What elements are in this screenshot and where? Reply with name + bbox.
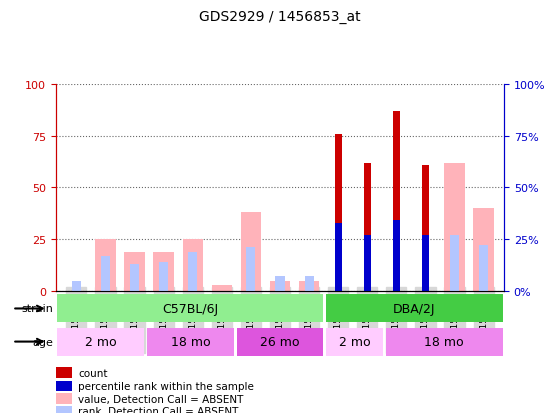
Bar: [246, 248, 255, 291]
Bar: [56, 381, 72, 392]
Bar: [56, 393, 72, 404]
Bar: [130, 264, 139, 291]
Bar: [212, 285, 232, 291]
Bar: [479, 246, 488, 291]
Text: GDS2929 / 1456853_at: GDS2929 / 1456853_at: [199, 10, 361, 24]
Text: 2 mo: 2 mo: [339, 335, 371, 348]
Bar: [183, 240, 203, 291]
Bar: [326, 295, 502, 323]
Text: 18 mo: 18 mo: [171, 335, 210, 348]
Bar: [58, 295, 323, 323]
Bar: [101, 256, 110, 291]
Bar: [326, 328, 383, 356]
Bar: [124, 252, 144, 291]
Bar: [270, 281, 290, 291]
Bar: [237, 328, 323, 356]
Text: value, Detection Call = ABSENT: value, Detection Call = ABSENT: [78, 394, 244, 404]
Bar: [276, 277, 284, 291]
Bar: [188, 252, 197, 291]
Bar: [299, 281, 319, 291]
Bar: [72, 281, 81, 291]
Bar: [422, 235, 429, 291]
Bar: [56, 406, 72, 413]
Bar: [473, 209, 494, 291]
Text: strain: strain: [21, 304, 53, 314]
Text: 18 mo: 18 mo: [424, 335, 464, 348]
Bar: [335, 223, 342, 291]
Bar: [422, 165, 429, 291]
Bar: [147, 328, 234, 356]
Bar: [450, 235, 459, 291]
Bar: [393, 221, 400, 291]
Bar: [386, 328, 502, 356]
Bar: [95, 240, 115, 291]
Text: 2 mo: 2 mo: [85, 335, 116, 348]
Bar: [445, 163, 465, 291]
Bar: [363, 235, 371, 291]
Text: count: count: [78, 368, 108, 378]
Bar: [305, 277, 314, 291]
Text: DBA/2J: DBA/2J: [393, 302, 436, 315]
Bar: [58, 328, 144, 356]
Bar: [159, 262, 168, 291]
Text: percentile rank within the sample: percentile rank within the sample: [78, 381, 254, 391]
Bar: [335, 134, 342, 291]
Bar: [393, 112, 400, 291]
Bar: [363, 163, 371, 291]
Bar: [241, 213, 261, 291]
Text: 26 mo: 26 mo: [260, 335, 300, 348]
Bar: [56, 368, 72, 378]
Bar: [153, 252, 174, 291]
Text: rank, Detection Call = ABSENT: rank, Detection Call = ABSENT: [78, 406, 239, 413]
Text: C57BL/6J: C57BL/6J: [162, 302, 218, 315]
Text: age: age: [32, 337, 53, 347]
